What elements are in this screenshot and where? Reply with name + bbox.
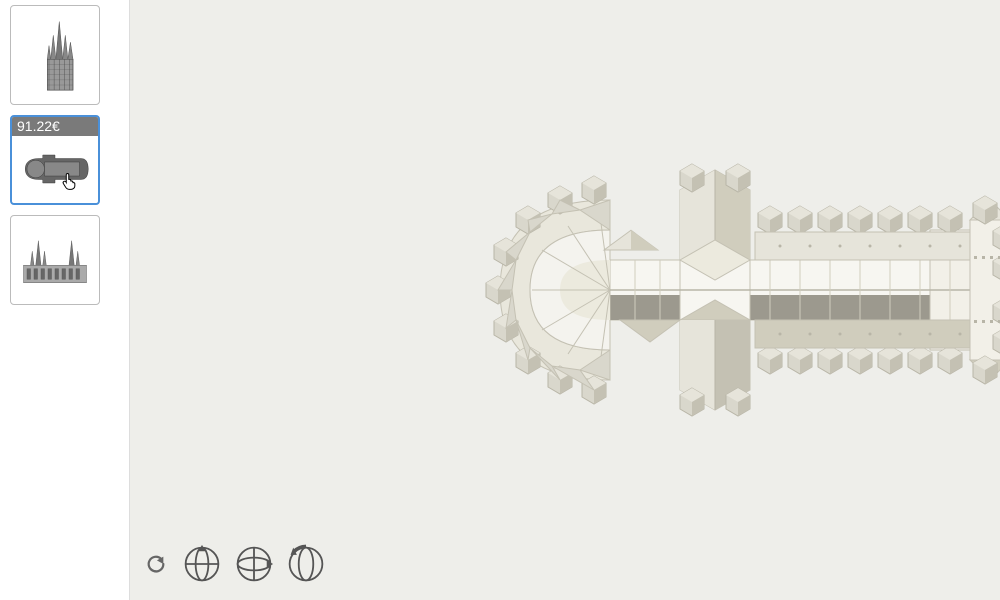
price-badge-text: 91.22€: [17, 118, 60, 134]
thumbnail-elevation-art: [20, 20, 90, 90]
thumbnail-facade[interactable]: [10, 215, 100, 305]
rotate-horizontal-button[interactable]: [234, 544, 274, 584]
thumbnail-elevation[interactable]: [10, 5, 100, 105]
thumbnail-plan[interactable]: 91.22€: [10, 115, 100, 205]
viewer-toolbar: [142, 544, 326, 584]
thumbnail-sidebar: 91.22€: [0, 0, 130, 600]
cathedral-plan-render: [460, 160, 1000, 420]
cursor-hand-icon: [60, 171, 80, 191]
thumbnail-plan-art: [20, 135, 90, 203]
rotate-free-button[interactable]: [286, 544, 326, 584]
rotate-vertical-button[interactable]: [182, 544, 222, 584]
refresh-icon: [145, 553, 167, 575]
globe-horizontal-icon: [234, 544, 274, 584]
thumbnail-facade-art: [20, 225, 90, 295]
globe-spin-icon: [286, 544, 326, 584]
globe-vertical-icon: [182, 544, 222, 584]
model-viewer[interactable]: [130, 0, 1000, 600]
reset-view-button[interactable]: [142, 550, 170, 578]
app-root: 91.22€: [0, 0, 1000, 600]
price-badge: 91.22€: [11, 116, 99, 136]
